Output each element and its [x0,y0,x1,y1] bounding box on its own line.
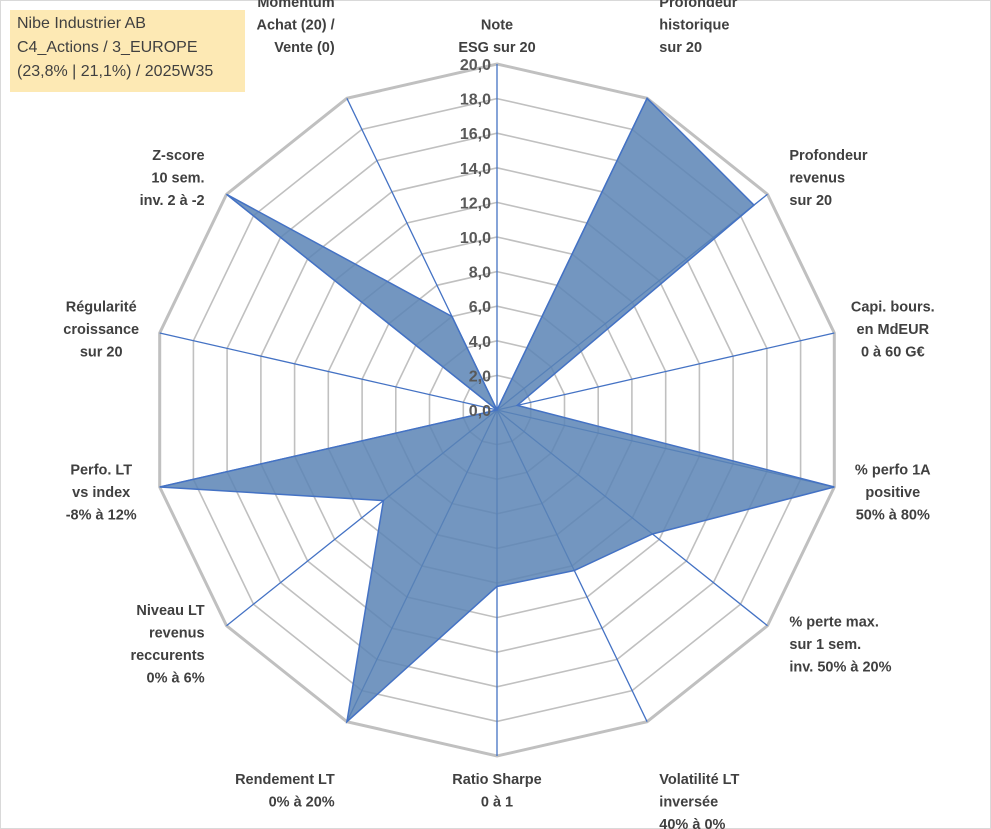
axis-label-line: Profondeur [789,148,867,164]
axis-label-line: inv. 2 à -2 [140,193,205,209]
axis-label-line: % perte max. [789,614,878,630]
tick-label: 8,0 [469,265,491,282]
axis-label-line: 0 à 1 [481,794,513,810]
axis-label-line: 50% à 80% [856,508,930,524]
axis-label-line: Profondeur [659,0,737,11]
axis-label: Rendement LT 0% à 20% [235,772,335,811]
axis-label-line: 0% à 6% [147,671,205,687]
axis-label-line: sur 20 [80,345,123,361]
axis-label-line: -8% à 12% [66,508,137,524]
axis-label: Note ESG sur 20 [458,18,535,57]
axis-label-line: 10 sem. [151,170,204,186]
axis-label: Capi. bours. en MdEUR 0 à 60 G€ [851,300,935,361]
axis-label: Profondeur revenus sur 20 [789,148,867,209]
radar-axis-labels: Note ESG sur 20 Profondeur historique sur 20… [63,0,934,829]
tick-label: 14,0 [460,161,491,178]
axis-label-line: revenus [789,170,845,186]
axis-label-line: Momentum [257,0,334,11]
axis-spoke [496,332,835,411]
axis-label-line: ESG sur 20 [458,40,535,56]
axis-label-line: % perfo 1A [855,463,931,479]
axis-label-line: 40% à 0% [659,817,725,829]
axis-label-line: Rendement LT [235,772,335,788]
axis-label: % perte max. sur 1 sem. inv. 50% à 20% [789,614,891,675]
axis-label-line: revenus [149,626,205,642]
axis-label: Volatilité LT inversée 40% à 0% [659,772,739,829]
axis-label: Z-score 10 sem. inv. 2 à -2 [140,148,205,209]
axis-label: Momentum Achat (20) / Vente (0) [257,0,335,56]
axis-spoke [159,332,498,411]
axis-label-line: inv. 50% à 20% [789,659,891,675]
axis-label-line: positive [865,485,920,501]
axis-label-line: Z-score [152,148,204,164]
tick-label: 16,0 [460,126,491,143]
axis-label-line: Ratio Sharpe [452,772,541,788]
company-name: Nibe Industrier AB [17,15,146,32]
axis-label-line: sur 1 sem. [789,637,861,653]
axis-label-line: inversée [659,794,718,810]
axis-label-line: Perfo. LT [70,463,132,479]
series-area [159,97,835,724]
radar-tick-labels: 0,0 2,0 4,0 6,0 8,0 10,0 12,0 14,0 16,0 18,0 20,0 [460,57,491,420]
axis-label-line: Vente (0) [274,40,335,56]
axis-label: Régularité croissance sur 20 [63,300,139,361]
axis-label-line: reccurents [130,648,204,664]
tick-label: 20,0 [460,57,491,74]
axis-label-line: historique [659,18,729,34]
info-box: Nibe Industrier AB C4_Actions / 3_EUROPE… [10,10,245,92]
radar-series [159,97,835,724]
axis-label: % perfo 1A positive 50% à 80% [855,463,931,524]
tick-label: 0,0 [469,403,491,420]
tick-label: 12,0 [460,195,491,212]
tick-label: 2,0 [469,368,491,385]
axis-label-line: Niveau LT [136,603,204,619]
axis-label-line: sur 20 [789,193,832,209]
tick-label: 6,0 [469,299,491,316]
axis-label: Niveau LT revenus reccurents 0% à 6% [130,603,204,687]
axis-label: Perfo. LT vs index -8% à 12% [66,463,137,524]
tick-label: 10,0 [460,230,491,247]
tick-label: 4,0 [469,334,491,351]
tick-label: 18,0 [460,92,491,109]
axis-label-line: Volatilité LT [659,772,739,788]
axis-label: Ratio Sharpe 0 à 1 [452,772,541,811]
axis-label-line: Note [481,18,513,34]
axis-label-line: en MdEUR [857,322,930,338]
axis-label-line: 0 à 60 G€ [861,345,925,361]
performance-week-label: (23,8% | 21,1%) / 2025W35 [17,63,214,80]
axis-label-line: 0% à 20% [269,794,335,810]
axis-label: Profondeur historique sur 20 [659,0,737,56]
axis-label-line: croissance [63,322,139,338]
axis-label-line: vs index [72,485,130,501]
axis-label-line: Régularité [66,300,137,316]
axis-label-line: sur 20 [659,40,702,56]
axis-label-line: Achat (20) / [257,18,335,34]
category-label: C4_Actions / 3_EUROPE [17,39,198,56]
axis-label-line: Capi. bours. [851,300,935,316]
